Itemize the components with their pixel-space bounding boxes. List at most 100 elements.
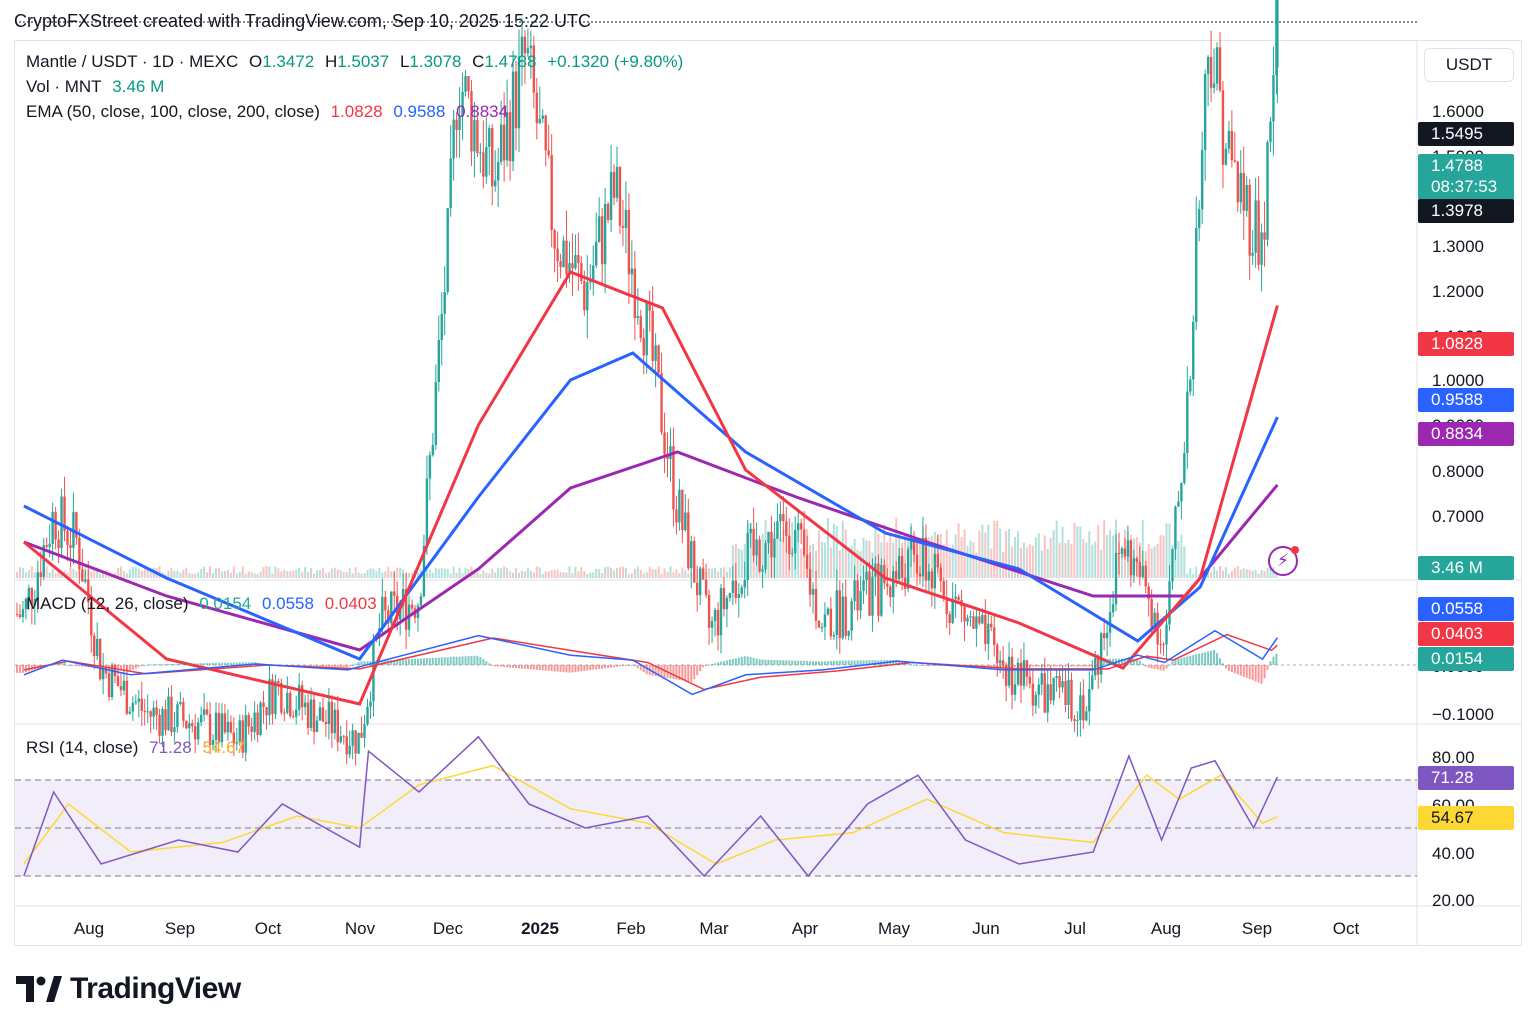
candle-body (924, 537, 928, 581)
volume-bar (131, 566, 134, 578)
macd-histogram-bar (767, 659, 770, 665)
macd-histogram-bar (146, 664, 149, 666)
macd-label[interactable]: MACD (12, 26, close) (26, 594, 189, 613)
rsi-legend: RSI (14, close) 71.28 54.67 (26, 738, 251, 758)
volume-bar (292, 570, 295, 578)
volume-bar (880, 542, 883, 578)
rsi-label[interactable]: RSI (14, close) (26, 738, 139, 757)
candle-body (170, 696, 173, 733)
candle-body (274, 681, 277, 715)
volume-bar (636, 566, 639, 578)
macd-histogram-bar (327, 665, 330, 667)
ema50-value: 1.0828 (330, 102, 383, 121)
macd-histogram-bar (470, 655, 473, 665)
macd-histogram-bar (595, 665, 598, 670)
volume-bar (898, 531, 901, 578)
candle-body (1049, 684, 1052, 701)
candle-body (179, 701, 182, 705)
macd-histogram-bar (565, 665, 568, 673)
symbol-name[interactable]: Mantle / USDT · 1D · MEXC (26, 52, 239, 71)
volume-bar (1233, 567, 1236, 578)
macd-histogram-bar (244, 662, 247, 665)
macd-histogram-bar (428, 658, 431, 665)
volume-bar (170, 568, 173, 578)
macd-histogram-bar (645, 665, 648, 675)
volume-bar (639, 569, 642, 578)
volume-bar (485, 572, 488, 578)
volume-bar (1017, 531, 1020, 578)
volume-bar (1079, 526, 1082, 578)
candle-body (933, 553, 937, 589)
volume-bar (1070, 543, 1073, 578)
macd-histogram-bar (411, 658, 414, 665)
change-value: +0.1320 (+9.80%) (547, 52, 684, 71)
macd-histogram-bar (722, 661, 725, 665)
candle-body (1206, 57, 1210, 74)
macd-histogram-bar (809, 661, 812, 665)
unit-selector[interactable]: USDT (1424, 48, 1514, 82)
volume-bar (200, 568, 203, 578)
lightning-icon[interactable]: ⚡ (1268, 546, 1298, 576)
candle-body (54, 511, 57, 540)
chart-frame (14, 40, 1522, 946)
candle-body (107, 673, 111, 698)
macd-histogram-bar (657, 665, 660, 677)
volume-bar (298, 568, 301, 578)
macd-histogram-bar (188, 663, 191, 665)
volume-bar (788, 534, 791, 578)
volume-bar (948, 548, 951, 578)
volume-bar (993, 520, 996, 578)
candle-body (939, 567, 942, 582)
candle-body (110, 665, 114, 698)
macd-histogram-bar (924, 665, 927, 666)
volume-bar (951, 544, 954, 578)
candle-body (283, 712, 286, 714)
candle-body (562, 240, 565, 268)
volume-bar (78, 568, 81, 578)
macd-histogram-bar (1019, 665, 1022, 667)
macd-histogram-bar (1251, 665, 1254, 681)
volume-bar (859, 551, 862, 578)
macd-histogram-bar (734, 658, 737, 665)
volume-bar (918, 539, 921, 578)
volume-bar (823, 542, 826, 578)
volume-bar (137, 568, 140, 578)
candle-body (776, 521, 779, 539)
volume-bar (954, 534, 957, 578)
macd-histogram-bar (711, 663, 714, 665)
candle-body (300, 685, 304, 708)
volume-bar (93, 568, 96, 578)
volume-bar (535, 566, 538, 578)
candle-body (1094, 657, 1097, 676)
time-axis-tick: Sep (165, 919, 195, 938)
candle-body (936, 553, 940, 568)
candle-body (963, 606, 966, 622)
candle-body (621, 225, 625, 228)
volume-bar (749, 522, 752, 578)
macd-histogram-bar (488, 663, 491, 665)
volume-bar (1135, 537, 1138, 578)
volume-bar (550, 570, 553, 578)
macd-histogram-bar (916, 664, 919, 666)
macd-histogram-bar (500, 665, 503, 667)
candle-body (202, 709, 206, 715)
macd-histogram-bar (898, 660, 901, 665)
candle-body (482, 152, 485, 177)
volume-bar (1230, 570, 1233, 578)
candle-body (909, 541, 913, 550)
volume-bar (452, 566, 455, 578)
candle-body (1162, 644, 1165, 646)
volume-bar (167, 570, 170, 578)
time-axis-tick: May (878, 919, 911, 938)
volume-bar (844, 529, 847, 578)
macd-histogram-bar (630, 664, 633, 666)
volume-bar (16, 572, 18, 578)
candle-body (889, 586, 892, 598)
macd-histogram-bar (333, 665, 336, 667)
macd-histogram-bar (229, 662, 232, 665)
macd-histogram-bar (339, 665, 342, 668)
volume-label[interactable]: Vol · MNT (26, 77, 102, 96)
ema-label[interactable]: EMA (50, close, 100, close, 200, close) (26, 102, 320, 121)
volume-bar (541, 573, 544, 578)
